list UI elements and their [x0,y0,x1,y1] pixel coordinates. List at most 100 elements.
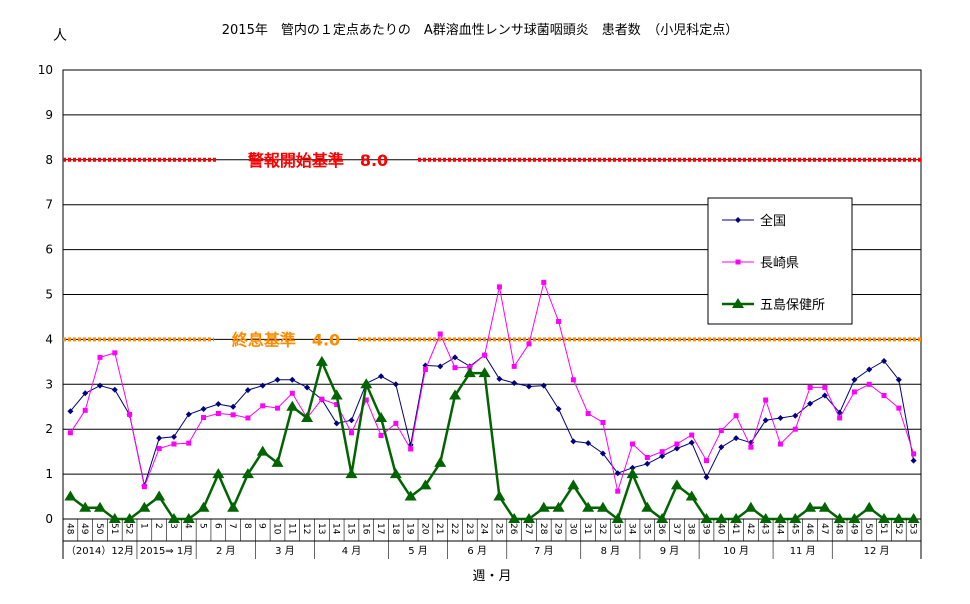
data-point [363,397,369,403]
data-point [910,457,917,464]
x-tick-label: 14 [331,523,341,535]
data-point [570,377,576,383]
data-point [360,378,373,389]
data-point [96,382,103,389]
series-line [69,280,915,494]
data-point [141,484,147,490]
data-point [585,410,591,416]
data-point [127,411,133,417]
series-layer [64,279,920,523]
y-tick-label: 9 [45,108,53,122]
x-axis-label: 週・月 [472,569,511,584]
x-tick-label: 22 [449,523,459,534]
month-label: 10 月 [723,545,749,557]
data-point [582,501,595,512]
data-point [526,341,532,347]
data-point [449,389,462,400]
data-point [452,365,458,371]
x-tick-label: 49 [848,523,858,535]
data-point [437,331,443,337]
data-point [762,417,769,424]
data-point [404,490,417,501]
data-point [260,403,266,409]
data-point [555,405,562,412]
data-point [833,513,846,523]
data-point [271,456,284,467]
data-point [330,389,343,400]
reference-label: 警報開始基準 8.0 [247,151,388,170]
data-point [275,405,280,411]
x-tick-label: 32 [597,523,607,534]
x-tick-label: 10 [272,523,282,535]
data-point [630,441,636,447]
x-tick-label: 26 [508,523,518,535]
month-label: 5 月 [408,545,428,557]
x-tick-label: 40 [715,523,725,535]
data-point [718,444,725,451]
reference-lines: 警報開始基準 8.0 終息基準 4.0 [63,151,921,349]
data-point [848,513,861,523]
data-point [496,375,503,382]
data-point [434,456,447,467]
data-point [419,479,432,490]
data-point [493,490,506,501]
month-label: 4 月 [342,545,362,557]
data-point [792,412,799,419]
data-point [245,415,251,421]
y-tick-label: 10 [38,63,53,77]
month-label: 7 月 [534,545,554,557]
data-point [437,363,444,370]
x-tick-label: 38 [686,523,696,535]
data-point [200,405,207,412]
data-point [789,513,802,523]
data-point [215,410,221,416]
y-axis-ticks: 0 1 2 3 4 5 6 7 8 9 10 [38,63,53,526]
data-point [319,396,325,402]
data-point [656,513,669,523]
data-point [289,376,296,383]
data-point [596,501,609,512]
x-tick-label: 12 [301,523,311,534]
data-point [230,412,236,418]
x-axis: 48 49 50 51 52 1 2 3 4 5 6 7 8 9 10 11 12 13 14 15 16 17 18 19 2… [62,519,922,559]
data-point [763,397,769,403]
data-point [585,440,592,447]
data-point [171,441,177,447]
data-point [837,415,843,421]
x-tick-label: 53 [908,523,918,534]
data-point [67,430,73,436]
data-point [556,318,562,324]
data-point [508,513,521,523]
data-point [818,501,831,512]
data-point [230,403,237,410]
data-point [807,384,813,390]
data-point [389,468,402,479]
data-point [541,279,547,285]
data-point [185,411,192,418]
data-point [804,501,817,512]
x-tick-label: 52 [893,523,903,534]
data-point [67,408,74,415]
data-point [907,513,920,523]
x-tick-label: 21 [434,523,444,534]
y-tick-label: 5 [45,288,53,302]
y-tick-label: 2 [45,422,53,436]
legend-label: 五島保健所 [760,298,825,313]
data-point [703,474,710,481]
data-point [301,411,314,422]
x-tick-label: 46 [804,523,814,535]
data-point [689,432,695,438]
data-point [863,501,876,512]
data-point [241,468,254,479]
x-tick-label: 19 [405,523,415,535]
data-point [774,513,787,523]
x-tick-label: 43 [760,523,770,534]
x-tick-label: 29 [553,523,563,535]
x-tick-label: 18 [390,523,400,535]
data-point [700,513,713,523]
x-tick-label: 52 [124,523,134,534]
x-tick-label: 37 [671,523,681,534]
x-tick-label: 25 [493,523,503,534]
legend-label: 長崎県 [760,256,799,271]
